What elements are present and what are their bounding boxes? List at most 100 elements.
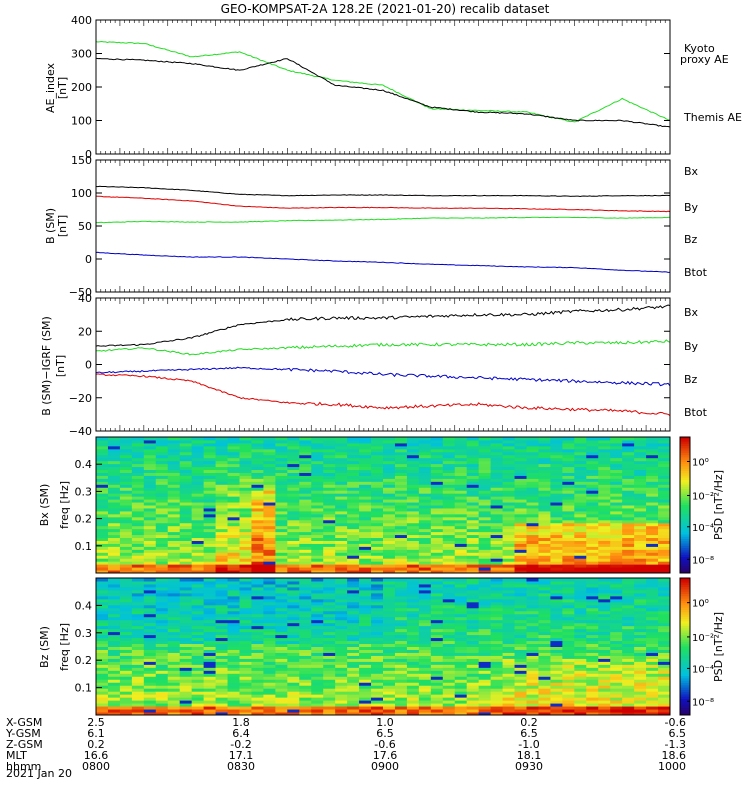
bx_spec-cell xyxy=(191,558,205,562)
bz_spec-cell xyxy=(323,586,336,591)
bz_spec-cell xyxy=(442,607,456,612)
bx_spec-cell xyxy=(131,460,145,465)
bx_spec-cell xyxy=(275,534,288,539)
bz_spec-cell xyxy=(299,622,312,627)
bz_spec-cell xyxy=(167,595,181,600)
bx_spec-cell xyxy=(646,472,659,476)
bz_spec-cell xyxy=(383,649,396,653)
bz_spec-cell xyxy=(550,679,563,683)
bz_spec-cell xyxy=(263,578,276,582)
bz_spec-cell xyxy=(203,625,217,630)
bz_spec-cell xyxy=(203,691,217,695)
bx_spec-cell xyxy=(598,463,611,468)
bz_spec-cell xyxy=(263,643,276,647)
bz_spec-cell xyxy=(299,697,312,701)
bz_spec-cell xyxy=(550,673,563,677)
bx_spec-cell xyxy=(442,561,456,565)
bz_spec-cell xyxy=(371,625,384,630)
bz_spec-cell xyxy=(574,709,587,713)
bz_spec-cell xyxy=(586,619,599,624)
bx_spec-cell xyxy=(502,442,516,447)
bz_spec-cell xyxy=(383,595,396,600)
bz_spec-cell xyxy=(323,613,336,618)
bz_spec-cell xyxy=(287,586,300,591)
bz_spec-cell xyxy=(155,661,169,665)
bx_spec-cell xyxy=(586,555,599,559)
bx_spec-cell xyxy=(275,469,288,473)
bz_spec-cell xyxy=(383,589,396,594)
bz_spec-cell xyxy=(96,673,109,677)
bx_spec-cell xyxy=(466,546,480,550)
bz_spec-cell xyxy=(287,658,300,662)
bx_spec-cell xyxy=(167,519,181,524)
bz_spec-cell xyxy=(311,580,324,585)
bx_spec-cell xyxy=(167,463,181,468)
bz_spec-cell xyxy=(430,685,444,689)
bz_spec-cell xyxy=(155,676,169,680)
bx_spec-cell xyxy=(598,466,611,471)
bx_spec-cell xyxy=(203,475,217,479)
bz_spec-cell xyxy=(96,616,109,621)
bx_spec-cell xyxy=(550,451,563,456)
bz_spec-cell xyxy=(239,712,252,716)
bx_spec-colorbar-frame xyxy=(679,436,691,574)
bx_spec-cell xyxy=(347,454,360,459)
bz_spec-cell xyxy=(131,691,145,695)
bz_spec-cell xyxy=(359,685,372,689)
bx_spec-cell xyxy=(634,546,647,550)
bz_spec-cell xyxy=(167,589,181,594)
bx_spec-cell xyxy=(550,490,563,494)
bz_spec-cell xyxy=(359,679,372,683)
bx_spec-cell xyxy=(454,475,468,479)
bx_spec-cell xyxy=(562,519,575,524)
bz_spec-cell xyxy=(550,688,563,692)
bz_spec-cell xyxy=(394,625,408,630)
bz_spec-cell xyxy=(215,655,229,659)
bx_spec-cell xyxy=(394,487,408,491)
bx_spec-cell xyxy=(347,546,360,550)
bz_spec-cell xyxy=(514,622,527,627)
bz_spec-cell xyxy=(490,652,504,656)
bx_spec-cell xyxy=(347,493,360,497)
bz_spec-cell xyxy=(215,619,229,624)
bx_spec-cell xyxy=(442,564,456,568)
bx_spec-cell xyxy=(96,543,109,547)
bx_spec-cell xyxy=(406,502,420,506)
bx_spec-cell xyxy=(418,561,432,565)
bx_spec-colorbar-cell xyxy=(680,450,690,454)
bz_spec-cell xyxy=(394,682,408,686)
bx_spec-cell xyxy=(634,499,647,503)
bx_spec-cell xyxy=(203,570,217,574)
bz_spec-cell xyxy=(263,679,276,683)
bx_spec-cell xyxy=(371,510,384,515)
bz_spec-cell xyxy=(287,634,300,639)
bx_spec-colorbar-cell xyxy=(680,541,690,545)
bx_spec-cell xyxy=(383,549,396,553)
bx_spec-cell xyxy=(418,558,432,562)
bx_spec-cell xyxy=(107,496,121,500)
bx_spec-cell xyxy=(574,445,587,450)
bx_spec-cell xyxy=(514,537,527,541)
bx_spec-cell xyxy=(131,555,145,559)
bx_spec-cell xyxy=(239,437,252,441)
bx_spec-cell xyxy=(96,493,109,497)
bz_spec-cell xyxy=(227,583,240,588)
bz_spec-cell xyxy=(394,637,408,642)
bx_spec-cell xyxy=(622,466,635,471)
bx_spec-cell xyxy=(598,507,611,512)
bx_spec-cell xyxy=(227,484,240,488)
bx_spec-cell xyxy=(574,567,587,571)
bx_spec-cell xyxy=(299,505,312,509)
bz_spec-cell xyxy=(394,688,408,692)
bz_spec-cell xyxy=(191,658,205,662)
bz_spec-cell xyxy=(466,673,480,677)
bx_spec-cell xyxy=(239,484,252,488)
bz_spec-cell xyxy=(502,583,516,588)
bz_spec-cell xyxy=(287,649,300,653)
bz_spec-cell xyxy=(96,580,109,585)
bx_spec-cell xyxy=(119,522,133,527)
bx_spec-cell xyxy=(203,484,217,488)
bz_spec-cell xyxy=(502,616,516,621)
bz_spec-cell xyxy=(215,631,229,636)
bx_spec-cell xyxy=(658,546,671,550)
